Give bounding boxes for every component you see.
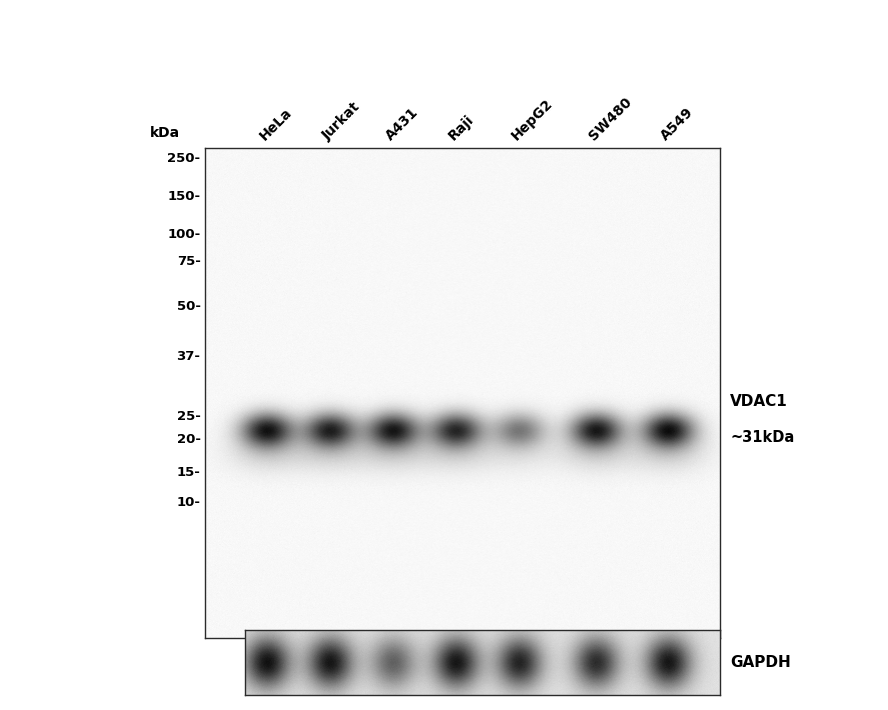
Text: A431: A431 (383, 105, 421, 143)
Text: kDa: kDa (150, 126, 180, 140)
Text: Jurkat: Jurkat (320, 100, 363, 143)
Text: ~31kDa: ~31kDa (730, 430, 794, 444)
Text: A549: A549 (658, 105, 696, 143)
Text: 100-: 100- (167, 229, 201, 241)
Text: SW480: SW480 (586, 94, 634, 143)
Text: 150-: 150- (168, 190, 201, 202)
Text: 10-: 10- (177, 496, 201, 508)
Text: 50-: 50- (177, 300, 201, 314)
Text: 37-: 37- (177, 349, 201, 363)
Text: 20-: 20- (177, 434, 201, 447)
Text: GAPDH: GAPDH (730, 655, 790, 670)
Text: HepG2: HepG2 (509, 97, 556, 143)
Text: 25-: 25- (177, 410, 201, 422)
Text: HeLa: HeLa (258, 105, 295, 143)
Text: 75-: 75- (177, 256, 201, 268)
Text: 15-: 15- (177, 466, 201, 479)
Text: 250-: 250- (168, 151, 201, 165)
Text: Raji: Raji (446, 112, 477, 143)
Text: VDAC1: VDAC1 (730, 394, 788, 409)
